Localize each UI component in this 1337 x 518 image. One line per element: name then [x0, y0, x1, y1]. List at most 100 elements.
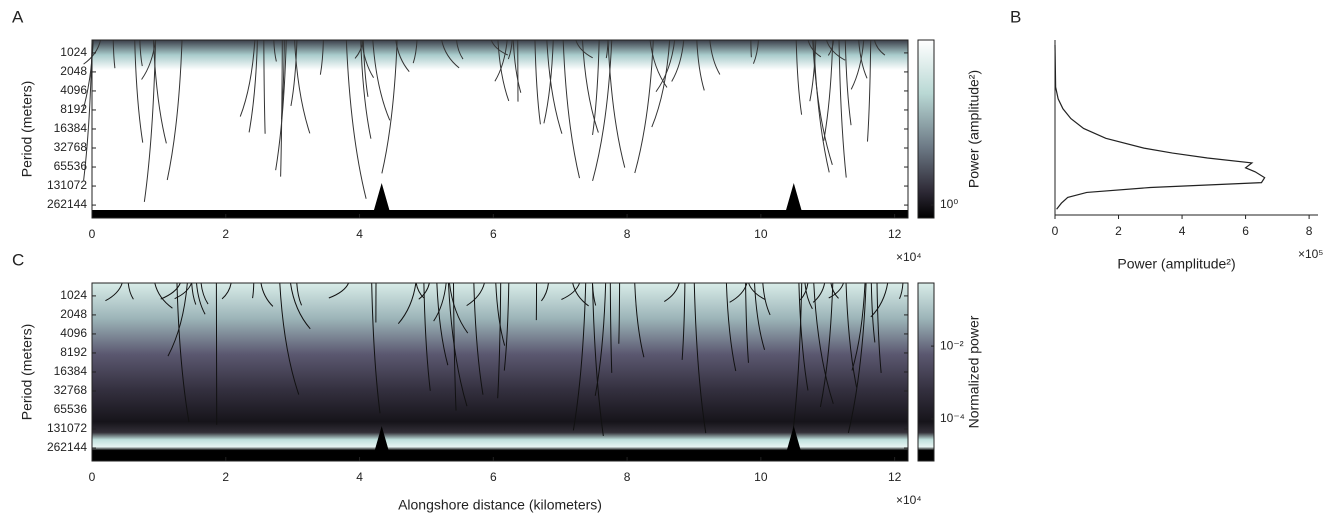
colorbar	[917, 39, 935, 219]
ridge-line	[371, 282, 381, 414]
ridge-line	[838, 39, 847, 178]
y-tick-label: 1024	[60, 288, 87, 302]
ridge-line	[634, 39, 654, 174]
ridge-line	[252, 282, 255, 299]
ridge-line	[160, 282, 181, 300]
ridge-line	[415, 282, 425, 299]
ridge-line	[127, 282, 134, 300]
panel-label: B	[1010, 7, 1021, 26]
ridge-line	[191, 282, 197, 305]
x-axis-label: Alongshore distance (kilometers)	[398, 497, 602, 513]
x-tick-label: 4	[1179, 224, 1186, 238]
ridge-line	[592, 39, 600, 135]
x-tick-label: 0	[89, 227, 96, 241]
ridge-line	[762, 282, 771, 316]
ridge-line	[828, 282, 844, 299]
ridge-line	[319, 39, 324, 75]
ridge-line	[273, 39, 277, 62]
ridge-line	[248, 39, 258, 133]
ridge-line	[594, 282, 607, 396]
y-tick-label: 262144	[47, 197, 87, 211]
panel-label: C	[12, 250, 24, 269]
y-tick-label: 262144	[47, 440, 87, 454]
ridge-line	[275, 39, 287, 171]
ridge-line	[141, 39, 156, 80]
ridge-line	[681, 282, 686, 360]
ridge-line	[618, 282, 621, 344]
ridge-line	[546, 39, 563, 134]
x-tick-label: 10	[754, 227, 768, 241]
ridge-line	[795, 39, 803, 115]
panels: 1024204840968192163843276865536131072262…	[12, 7, 1323, 512]
ridge-line	[671, 39, 685, 82]
ridge-line	[812, 282, 826, 303]
y-axis-label: Period (meters)	[19, 81, 35, 177]
ridge-line	[541, 282, 549, 302]
ridge-line	[290, 282, 311, 330]
ridge-line	[866, 39, 872, 142]
ridge-line	[543, 39, 554, 124]
ridge-line	[899, 282, 904, 300]
ridge-peak	[783, 183, 804, 218]
ridge-line	[82, 39, 94, 112]
ridge-line	[819, 282, 834, 408]
colorbar-tick-label: 10⁻⁴	[940, 411, 965, 425]
ridge-line	[154, 282, 173, 309]
ridge-line	[876, 282, 882, 373]
ridge-line	[354, 39, 364, 59]
ridge-line	[607, 39, 626, 168]
colorbar	[917, 282, 935, 462]
ridge-line	[592, 282, 604, 436]
ridge-line	[239, 39, 256, 117]
ridge-line	[176, 282, 190, 423]
x-tick-label: 0	[1052, 224, 1059, 238]
ridge-line	[845, 282, 858, 388]
ridge-line	[651, 39, 671, 128]
x-tick-label: 8	[624, 470, 631, 484]
y-tick-label: 2048	[60, 64, 87, 78]
ridge-line	[754, 282, 766, 350]
ridge-line	[812, 39, 833, 165]
ridge-line	[490, 39, 508, 56]
ridge-line	[870, 282, 876, 343]
ridge-line	[466, 282, 485, 307]
x-tick-label: 4	[356, 470, 363, 484]
ridge-line	[294, 39, 311, 134]
y-tick-label: 16384	[54, 121, 88, 135]
ridge-line	[851, 282, 866, 371]
ridge-line	[725, 282, 737, 372]
ridge-peak	[783, 426, 804, 461]
ridge-line	[441, 39, 460, 69]
ridge-line	[572, 282, 589, 307]
x-tick-label: 12	[888, 470, 902, 484]
ridge-line	[166, 39, 183, 181]
ridge-line	[296, 282, 303, 306]
ridge-line	[196, 282, 206, 315]
ridge-line	[453, 282, 457, 411]
x-tick-label: 2	[1115, 224, 1122, 238]
ridge-line	[221, 282, 232, 300]
ridge-line	[634, 282, 645, 358]
ridge-line	[345, 39, 367, 199]
x-offset-label: ×10⁴	[896, 250, 922, 264]
ridge-line	[792, 282, 803, 434]
ridge-line	[873, 39, 886, 56]
ridge-line	[447, 282, 468, 407]
ridge-line	[497, 282, 502, 399]
ridge-line	[534, 39, 541, 125]
ridge-line	[575, 39, 593, 59]
ridge-line	[263, 39, 266, 134]
y-tick-label: 4096	[60, 83, 87, 97]
ridge-line	[823, 39, 834, 141]
x-offset-label: ×10⁴	[896, 493, 922, 507]
ridge-line	[328, 282, 350, 299]
ridge-line	[139, 39, 143, 67]
ridge-line	[152, 39, 167, 144]
ridge-line	[804, 282, 813, 310]
y-tick-label: 2048	[60, 307, 87, 321]
ridge-line	[649, 39, 668, 88]
y-tick-label: 131072	[47, 421, 87, 435]
x-axis-label: Power (amplitude²)	[1117, 256, 1235, 272]
ridge-line	[495, 282, 506, 346]
